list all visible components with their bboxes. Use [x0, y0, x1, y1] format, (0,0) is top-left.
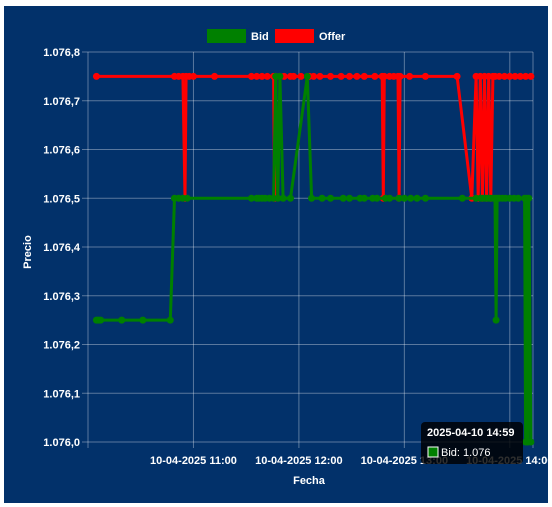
offer-line [96, 74, 531, 200]
bid-point [421, 194, 429, 202]
bid-point [373, 194, 381, 202]
y-tick-label: 1.076,8 [43, 47, 80, 59]
bid-point [400, 194, 408, 202]
offer-point [396, 72, 404, 80]
bid-point [97, 316, 105, 324]
bid-point [308, 194, 316, 202]
legend-item-bid: Bid [207, 29, 269, 43]
offer-point [337, 72, 345, 80]
bid-point [514, 194, 522, 202]
offer-point [353, 72, 361, 80]
y-tick-label: 1.076,0 [43, 437, 80, 449]
offer-point [297, 72, 305, 80]
bid-point [139, 316, 147, 324]
y-axis-ticks: 1.076,8 1.076,7 1.076,6 1.076,5 1.076,4 1.076… [43, 47, 81, 449]
y-tick-label: 1.076,7 [43, 96, 80, 108]
offer-point [211, 72, 219, 80]
y-tick-label: 1.076,2 [43, 340, 80, 352]
offer-point [327, 72, 335, 80]
offer-point [522, 72, 530, 80]
offer-point [371, 72, 379, 80]
bid-point [525, 194, 533, 202]
y-tick-label: 1.076,4 [43, 242, 81, 254]
bid-point [527, 438, 535, 446]
y-tick-label: 1.076,3 [43, 291, 80, 303]
offer-point [92, 72, 100, 80]
bid-point [360, 194, 368, 202]
series-offer [92, 72, 535, 202]
bid-point [386, 194, 394, 202]
offer-point [360, 72, 368, 80]
bid-point [183, 194, 191, 202]
bid-point [339, 194, 347, 202]
series-bid [92, 72, 535, 446]
offer-point [527, 72, 535, 80]
y-tick-label: 1.076,5 [43, 193, 80, 205]
x-tick-label: 10-04-2025 11:00 [150, 455, 237, 467]
bid-point [413, 194, 421, 202]
bid-point [327, 194, 335, 202]
legend-label: Bid [251, 31, 269, 43]
bid-point [395, 194, 403, 202]
offer-point [253, 72, 261, 80]
legend-swatch [275, 29, 314, 43]
bid-point [407, 194, 415, 202]
grid [82, 51, 534, 448]
tooltip-box [421, 422, 523, 464]
price-line-chart: 1.076,8 1.076,7 1.076,6 1.076,5 1.076,4 1.076… [22, 29, 548, 487]
tooltip: 2025-04-10 14:59 Bid: 1.076 [421, 422, 523, 464]
legend-item-offer: Offer [275, 29, 346, 43]
offer-point [189, 72, 197, 80]
offer-point [511, 72, 519, 80]
x-axis-label: Fecha [293, 475, 326, 487]
bid-point [247, 194, 255, 202]
offer-point [346, 72, 354, 80]
bid-point [492, 316, 500, 324]
series-layer [92, 72, 535, 446]
bid-point [279, 194, 287, 202]
offer-point [380, 72, 388, 80]
y-tick-label: 1.076,1 [43, 388, 80, 400]
bid-point [286, 194, 294, 202]
legend-label: Offer [319, 31, 346, 43]
y-axis-label: Precio [22, 235, 34, 269]
offer-point [453, 72, 461, 80]
offer-point [501, 72, 509, 80]
bid-point [458, 194, 466, 202]
bid-point [166, 316, 174, 324]
offer-point [258, 72, 266, 80]
offer-point [247, 72, 255, 80]
offer-point [495, 72, 503, 80]
offer-point [421, 72, 429, 80]
bid-point [346, 194, 354, 202]
offer-point [263, 72, 271, 80]
bid-point [318, 194, 326, 202]
bid-point [276, 72, 284, 80]
legend: Bid Offer [207, 29, 346, 43]
offer-point [316, 72, 324, 80]
offer-point [506, 72, 514, 80]
tooltip-title: 2025-04-10 14:59 [427, 427, 514, 439]
offer-point [406, 72, 414, 80]
legend-swatch [207, 29, 246, 43]
offer-point [290, 72, 298, 80]
tooltip-swatch [427, 446, 439, 458]
y-tick-label: 1.076,6 [43, 145, 80, 157]
offer-point [310, 72, 318, 80]
offer-point [516, 72, 524, 80]
bid-point [118, 316, 126, 324]
bid-line [96, 74, 533, 444]
x-tick-label: 10-04-2025 12:00 [255, 455, 342, 467]
tooltip-label: Bid: 1.076 [441, 447, 491, 459]
chart-card: 1.076,8 1.076,7 1.076,6 1.076,5 1.076,4 1.076… [4, 6, 548, 503]
bid-point [303, 72, 311, 80]
bid-point [274, 194, 282, 202]
